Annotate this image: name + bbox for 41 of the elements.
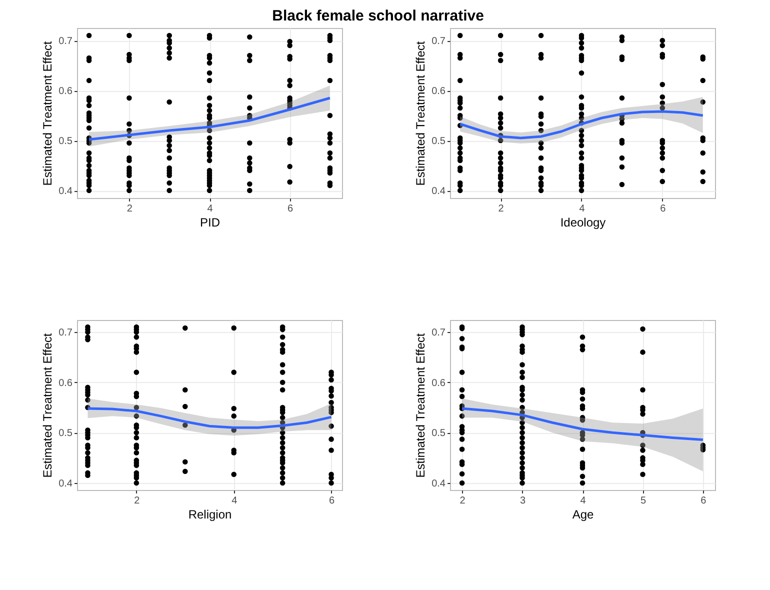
x-tick-label: 2	[498, 204, 504, 214]
x-axis-title: Religion	[188, 508, 232, 522]
x-tick-label: 4	[580, 496, 586, 506]
y-axis-title: Estimated Treatment Effect	[414, 40, 428, 186]
x-tick-label: 6	[700, 496, 707, 506]
y-tick-label: 0.6	[58, 86, 73, 97]
x-tick-label: 2	[460, 496, 466, 506]
y-tick-label: 0.4	[58, 478, 73, 490]
y-tick-label: 0.7	[432, 36, 446, 47]
x-tick-label: 2	[126, 204, 133, 214]
y-tick-label: 0.5	[58, 136, 73, 147]
x-axis-title: Ideology	[560, 216, 606, 230]
x-tick-label: 4	[579, 204, 586, 214]
y-tick-label: 0.6	[432, 378, 446, 389]
y-axis-title: Estimated Treatment Effect	[40, 40, 55, 186]
text: Black female school narrative	[272, 8, 484, 24]
x-tick-label: 5	[640, 496, 646, 506]
x-tick-label: 3	[520, 496, 526, 506]
y-tick-label: 0.7	[58, 328, 73, 339]
x-axis-title: PID	[200, 216, 220, 230]
x-axis-title: Age	[572, 508, 594, 522]
y-tick-label: 0.6	[58, 378, 73, 389]
x-tick-label: 6	[329, 496, 335, 506]
x-tick-label: 2	[134, 496, 140, 506]
line-series	[460, 407, 704, 441]
y-tick-label: 0.5	[432, 136, 446, 147]
x-tick-label: 6	[660, 204, 666, 214]
y-axis-title: Estimated Treatment Effect	[414, 332, 428, 478]
x-tick-label: 4	[207, 204, 214, 214]
y-tick-label: 0.5	[432, 428, 446, 440]
y-tick-label: 0.6	[432, 86, 446, 97]
x-tick-label: 4	[232, 496, 238, 506]
y-tick-label: 0.5	[58, 428, 73, 440]
y-tick-label: 0.7	[58, 36, 73, 47]
y-tick-label: 0.4	[432, 478, 446, 490]
y-tick-label: 0.4	[432, 186, 446, 197]
x-tick-label: 6	[288, 204, 294, 214]
line-series	[88, 96, 332, 141]
y-tick-label: 0.7	[432, 328, 446, 339]
y-tick-label: 0.4	[58, 186, 73, 197]
y-axis-title: Estimated Treatment Effect	[40, 332, 55, 478]
